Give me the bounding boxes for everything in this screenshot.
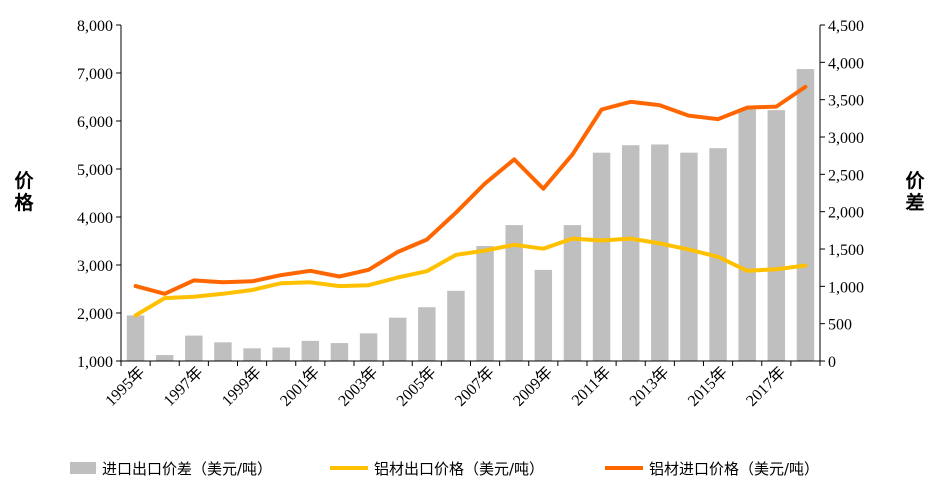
bar (126, 315, 145, 361)
x-tick-label: 2005年 (393, 363, 440, 410)
y-tick-label-right: 3,000 (828, 130, 864, 147)
y-tick-label-left: 4,000 (77, 210, 113, 227)
bar (651, 144, 669, 361)
bar (214, 342, 232, 361)
bar (738, 109, 756, 361)
bar (680, 152, 698, 361)
y-tick-label-left: 7,000 (77, 66, 113, 83)
line-export-price (133, 236, 808, 318)
y-tick-label-right: 3,500 (828, 93, 864, 110)
bar (359, 333, 378, 361)
y-tick-label-right: 4,500 (828, 18, 864, 35)
bar (155, 355, 174, 361)
x-tick-label: 1999年 (218, 363, 265, 410)
legend-item-label: 铝材进口价格（美元/吨） (649, 460, 819, 478)
y-tick-label-right: 0 (828, 354, 836, 371)
bar (621, 145, 640, 361)
y-tick-label-left: 3,000 (77, 258, 113, 275)
x-tick-label: 1997年 (160, 363, 207, 410)
x-tick-label: 2011年 (568, 363, 614, 409)
x-tick-label: 2001年 (276, 363, 323, 410)
y-tick-label-right: 4,000 (828, 55, 864, 72)
axes-group: 1,000 2,000 3,000 4,000 5,000 6,000 7,000 8,000… (14, 18, 925, 410)
y-tick-label-right: 1,500 (828, 242, 864, 259)
bar (796, 69, 815, 361)
legend-swatch-bar (70, 462, 96, 474)
legend: 进口出口价差（美元/吨） 铝材出口价格（美元/吨） 铝材进口价格（美元/吨） (70, 460, 819, 478)
line-import-price (133, 84, 808, 296)
bar (243, 348, 261, 361)
bar (301, 340, 320, 361)
bar (709, 148, 727, 361)
bar (534, 269, 553, 361)
y-tick-label-right: 500 (828, 317, 852, 334)
y-tick-label-left: 8,000 (77, 18, 113, 35)
bar (272, 347, 290, 361)
bar (185, 335, 203, 361)
line-series-group (133, 84, 808, 318)
y-tick-label-left: 6,000 (77, 114, 113, 131)
y-tick-label-right: 2,000 (828, 205, 864, 222)
x-tick-label: 2009年 (509, 363, 556, 410)
bar (476, 246, 494, 361)
x-tick-label: 2015年 (684, 363, 731, 410)
bar-series-price-gap (126, 69, 815, 362)
x-tick-label: 2007年 (451, 363, 498, 410)
bar (767, 110, 786, 362)
legend-item-label: 铝材出口价格（美元/吨） (374, 460, 544, 478)
bar (505, 225, 523, 361)
y-tick-label-left: 5,000 (77, 162, 113, 179)
y-axis-title-left: 价格 (14, 170, 34, 214)
x-tick-label: 2013年 (626, 363, 673, 410)
y-axis-title-right: 价差 (905, 170, 925, 214)
x-tick-label: 2003年 (335, 363, 382, 410)
x-tick-label: 2017年 (742, 363, 789, 410)
legend-item-label: 进口出口价差（美元/吨） (102, 460, 272, 478)
y-tick-label-right: 2,500 (828, 167, 864, 184)
bar (592, 152, 611, 361)
bar (563, 225, 582, 361)
y-tick-label-left: 2,000 (77, 306, 113, 323)
bar (447, 290, 465, 361)
y-tick-label-right: 1,000 (828, 279, 864, 296)
y-tick-label-left: 1,000 (77, 354, 113, 371)
bar (388, 317, 407, 361)
bar (418, 307, 436, 361)
bar (330, 343, 349, 361)
